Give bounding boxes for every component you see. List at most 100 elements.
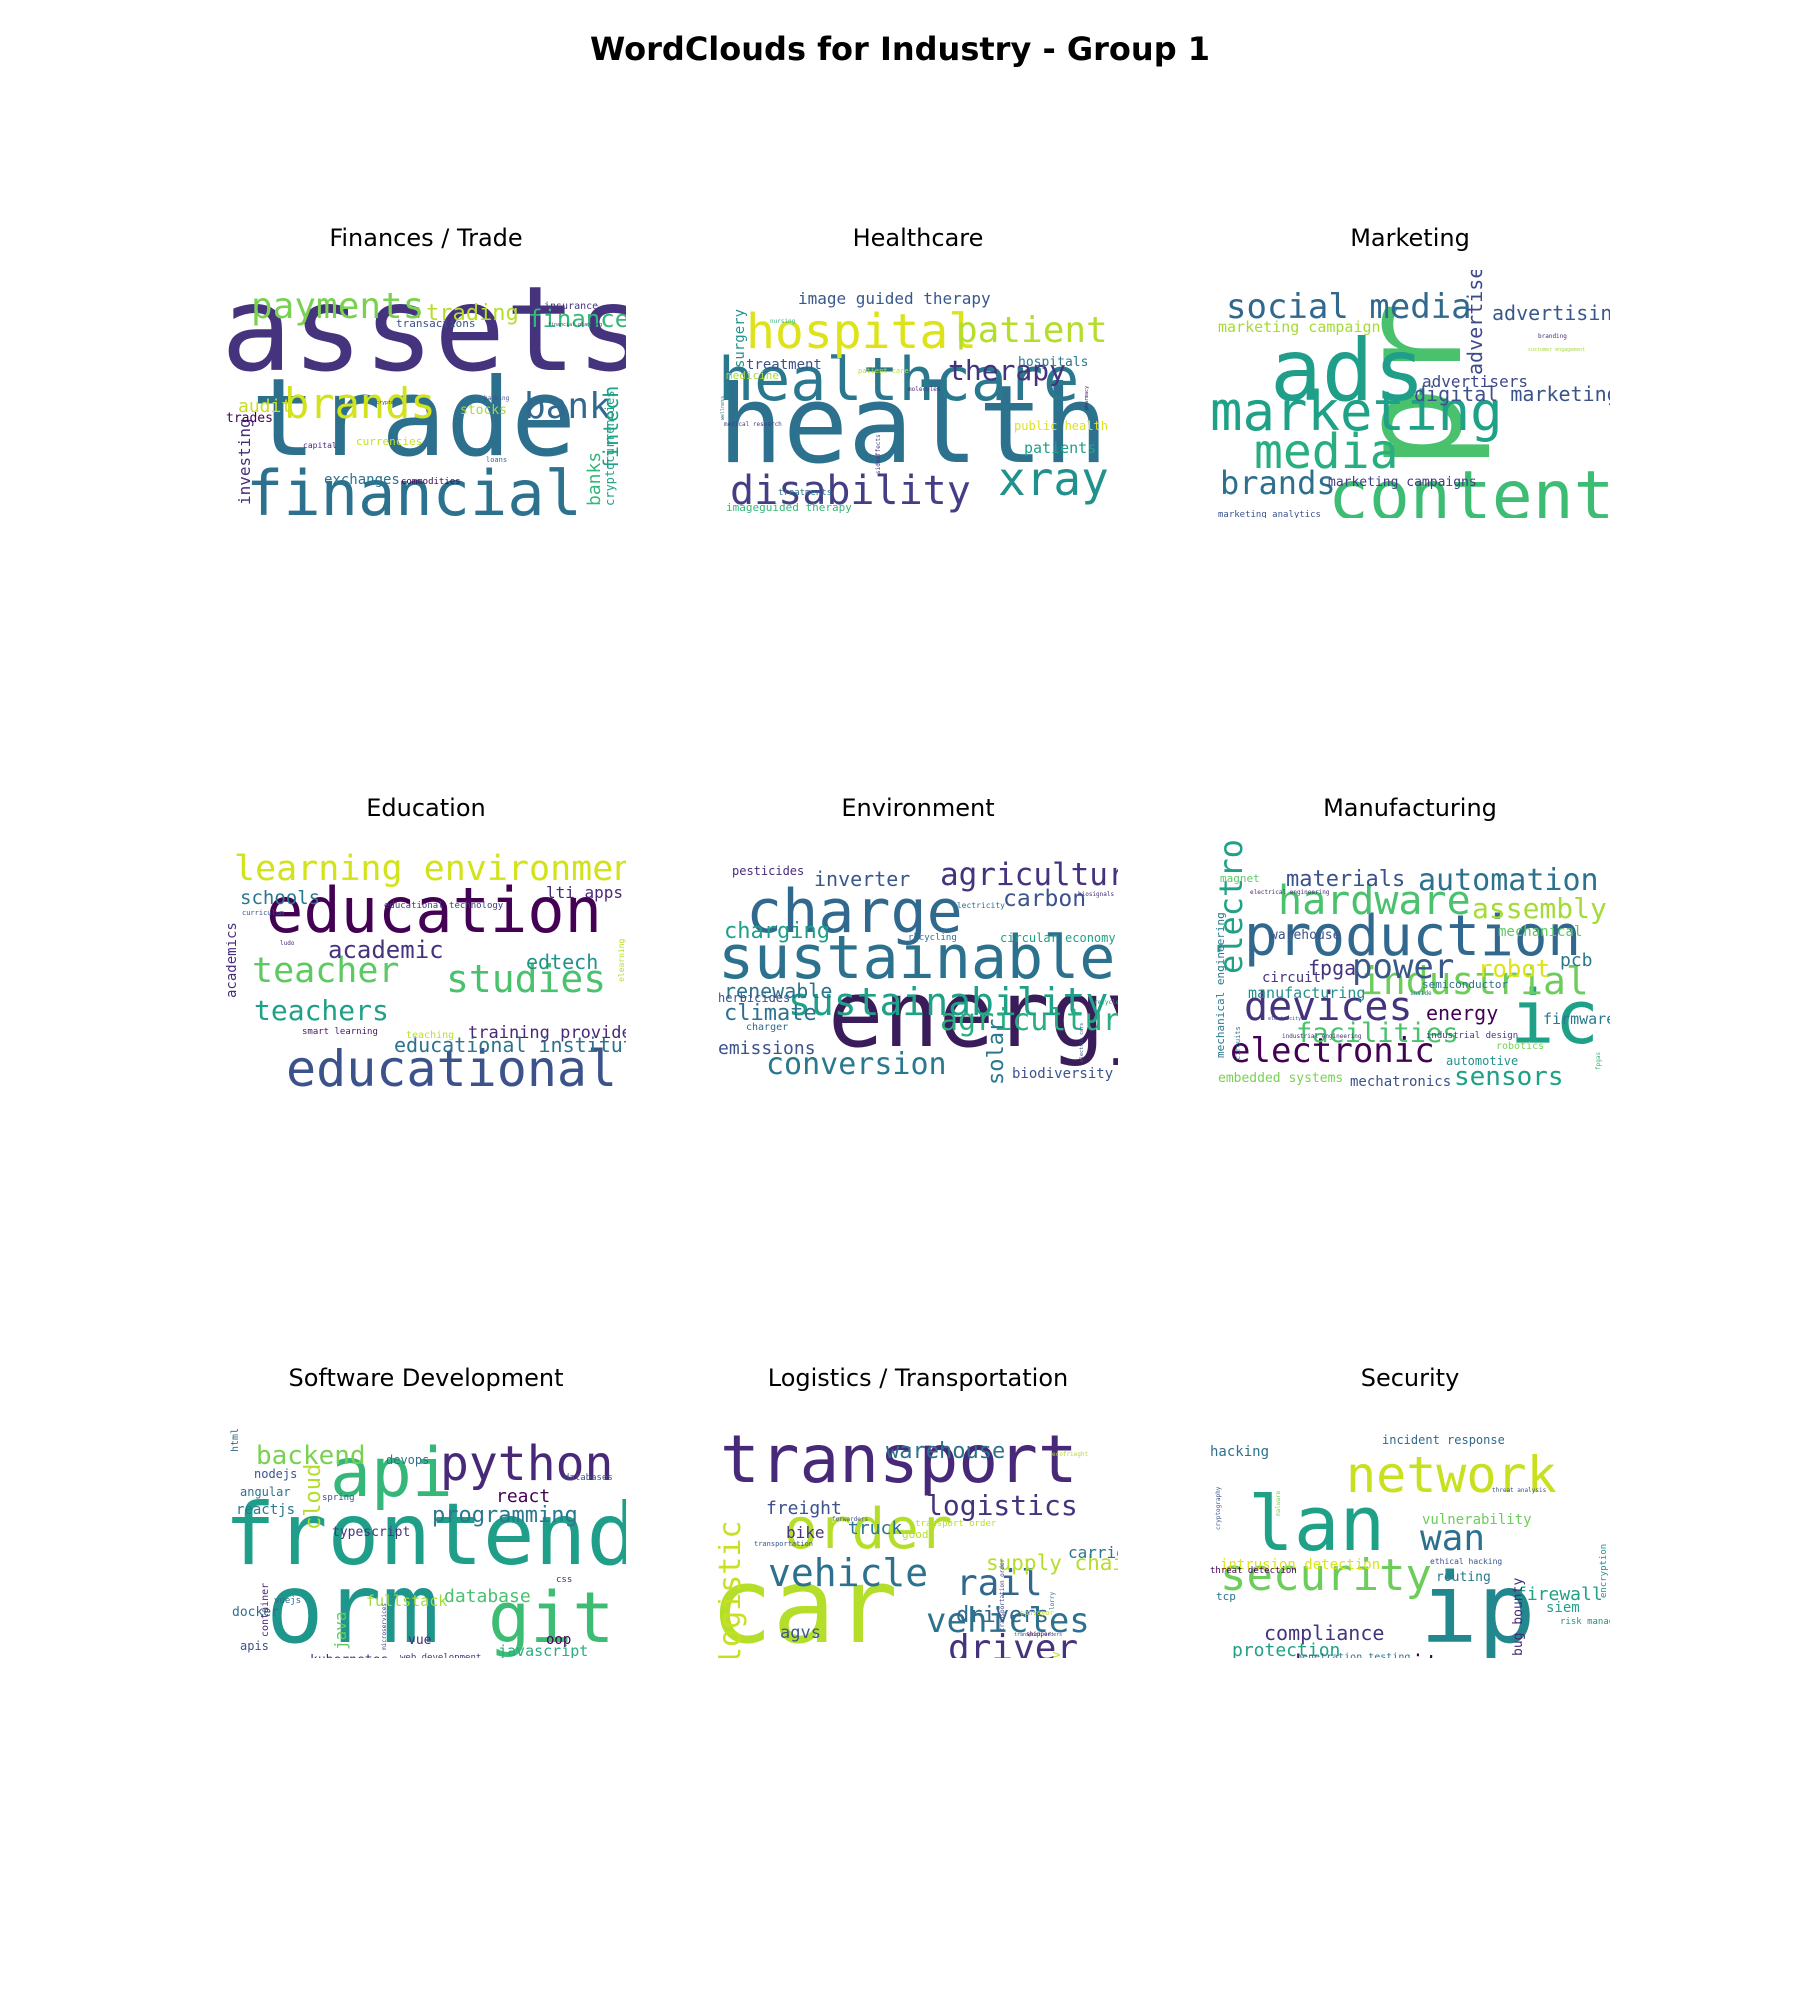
word: customer engagement — [1528, 347, 1585, 353]
word: charge — [746, 877, 963, 947]
word: insurance — [544, 301, 598, 312]
word: backend — [256, 1441, 366, 1471]
word: semiconductor — [1422, 978, 1508, 991]
word: xray — [998, 452, 1109, 506]
word: charging — [724, 919, 830, 944]
word: trade — [251, 356, 576, 481]
word: educational — [286, 1040, 617, 1088]
word: therapy — [948, 354, 1066, 387]
word: inside — [1410, 990, 1432, 997]
word: stocks — [460, 403, 507, 418]
word: investing — [235, 418, 254, 505]
word: docker — [232, 1605, 279, 1620]
word: fpga — [1308, 956, 1356, 980]
word: biosignals — [1078, 891, 1115, 898]
word: electric cars — [1079, 1023, 1085, 1062]
wordcloud-environment: energysustainablechargesustainabilityagr… — [718, 857, 1118, 1085]
word: agv — [1049, 1651, 1063, 1658]
word: threat detection — [1210, 1566, 1297, 1576]
word: hospital — [746, 304, 977, 360]
word: social media — [1226, 287, 1472, 327]
word: goods — [902, 1528, 935, 1541]
word: truck — [848, 1518, 902, 1539]
word: network — [1346, 1446, 1557, 1504]
word: lti apps — [546, 883, 623, 902]
word: logistic — [718, 1521, 748, 1659]
word: solar — [984, 1019, 1009, 1085]
word: forwarders — [832, 1516, 869, 1523]
word: compliance — [1264, 1621, 1384, 1645]
word: energy — [1426, 1001, 1498, 1025]
word: ads — [1270, 321, 1425, 421]
word: financial — [246, 457, 582, 518]
word: electronics — [1212, 840, 1250, 974]
word: advertisers — [1422, 372, 1528, 391]
word: treatment — [746, 357, 822, 373]
word: banking — [484, 395, 510, 402]
word: currencies — [356, 435, 422, 448]
word: herbicides — [718, 991, 790, 1005]
word: climate — [724, 1001, 817, 1026]
word: pharmacy — [1084, 386, 1090, 410]
word: firewall — [1516, 1584, 1603, 1605]
word: disability — [730, 468, 971, 514]
word: transport orders — [1014, 1632, 1062, 1638]
word: circuits — [1234, 1026, 1242, 1060]
word: incident response — [1382, 1433, 1505, 1447]
word: automotive — [1446, 1054, 1518, 1068]
word: cryptocurrencies — [603, 390, 617, 506]
panel-title: Environment — [841, 794, 995, 822]
word: training provider — [468, 1023, 626, 1043]
word: encryption — [1599, 1544, 1609, 1598]
word: firmware — [1543, 1010, 1610, 1028]
word: sustainability — [788, 980, 1108, 1024]
word: image guided therapy — [798, 289, 991, 308]
word: industrial engineering — [1282, 1033, 1362, 1040]
word: elearning — [617, 938, 626, 982]
word: devices — [1244, 984, 1413, 1030]
word: mechanical engineering — [1214, 912, 1227, 1058]
word: materials — [1286, 867, 1405, 892]
word: sideeffects — [875, 434, 882, 474]
panel-title: Finances / Trade — [329, 224, 523, 252]
word: mechanical — [1498, 924, 1582, 940]
word: hospitals — [1018, 355, 1088, 370]
word: industrial design — [1426, 1031, 1518, 1041]
word: sensors — [1454, 1062, 1564, 1088]
word: educational institute — [394, 1033, 626, 1057]
figure-title: WordClouds for Industry - Group 1 — [589, 30, 1210, 68]
word: protection — [1232, 1640, 1340, 1658]
panel-title: Software Development — [288, 1364, 564, 1392]
word: branding — [1538, 333, 1567, 340]
word: lan — [1248, 1479, 1385, 1568]
word: wellness — [720, 396, 726, 420]
word: html — [230, 1428, 241, 1452]
word: exchanges — [324, 472, 400, 488]
word: audit — [238, 396, 292, 417]
panel-title: Logistics / Transportation — [767, 1364, 1069, 1392]
word: production — [1244, 904, 1581, 969]
word: brands — [1220, 464, 1336, 502]
word: frontend — [226, 1485, 626, 1585]
word: car — [718, 1545, 898, 1658]
panel-title: Marketing — [1350, 224, 1470, 252]
word: rail — [956, 1563, 1043, 1604]
word: studies — [446, 957, 606, 1001]
word: marketing campaign — [1218, 318, 1381, 336]
word: oop — [546, 1632, 571, 1648]
word: hardware — [1278, 878, 1471, 924]
word: ip — [1420, 1553, 1536, 1658]
word: assets — [226, 270, 626, 398]
word: automation — [1418, 863, 1599, 898]
word: charger — [746, 1022, 788, 1033]
word: edtech — [526, 950, 598, 974]
word: finance — [528, 305, 626, 333]
word: bank — [524, 386, 611, 427]
word: risk management — [1560, 1617, 1610, 1627]
wordcloud-manufacturing: productionichardwaredeviceselectronicind… — [1212, 840, 1610, 1088]
word: patient care — [858, 367, 909, 375]
word: teachers — [254, 994, 389, 1027]
